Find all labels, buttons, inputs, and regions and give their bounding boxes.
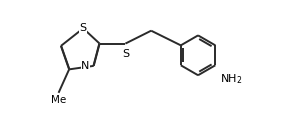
Text: NH$_2$: NH$_2$ <box>220 72 242 86</box>
Text: Me: Me <box>51 95 66 105</box>
Text: S: S <box>122 49 129 59</box>
Text: S: S <box>80 23 87 33</box>
Text: N: N <box>81 61 89 71</box>
